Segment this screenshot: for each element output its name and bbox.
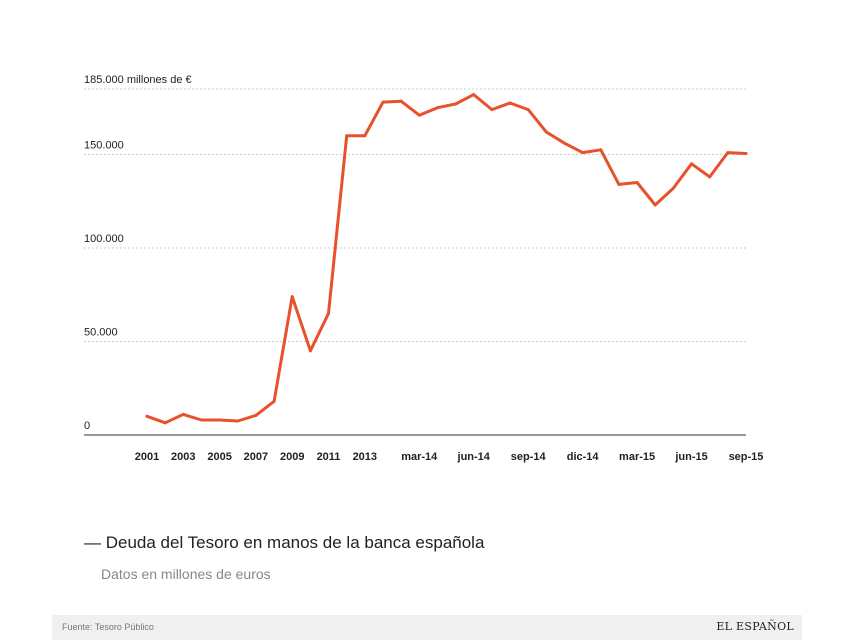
x-tick-label: 2003 — [171, 451, 195, 463]
data-point — [199, 418, 203, 422]
data-point — [345, 134, 349, 138]
data-point — [363, 134, 367, 138]
data-point — [472, 93, 476, 97]
legend-title: Deuda del Tesoro en manos de la banca es… — [105, 533, 485, 552]
legend-dash: — — [84, 533, 101, 552]
data-point — [163, 421, 167, 425]
y-tick-label: 185.000 millones de € — [84, 74, 192, 86]
data-point — [635, 181, 639, 185]
data-point — [490, 108, 494, 112]
brand-logo: EL ESPAÑOL — [716, 620, 794, 633]
x-tick-label: 2013 — [353, 451, 377, 463]
data-point — [726, 151, 730, 155]
data-point — [417, 113, 421, 117]
data-point — [145, 414, 149, 418]
data-point — [381, 100, 385, 104]
data-point — [290, 295, 294, 299]
x-tick-label: 2001 — [135, 451, 159, 463]
source-text: Fuente: Tesoro Público — [62, 622, 154, 632]
series-line — [145, 93, 748, 425]
data-point — [308, 349, 312, 353]
x-tick-label: dic-14 — [567, 451, 600, 463]
y-tick-label: 150.000 — [84, 139, 124, 151]
series-layer — [145, 93, 748, 425]
x-tick-label: jun-15 — [674, 451, 707, 463]
y-tick-label: 50.000 — [84, 326, 118, 338]
data-point — [218, 418, 222, 422]
data-point — [254, 413, 258, 417]
data-point — [617, 182, 621, 186]
data-point — [454, 102, 458, 106]
data-point — [599, 148, 603, 152]
chart-subtitle: Datos en millones de euros — [101, 566, 271, 582]
data-point — [690, 162, 694, 166]
data-point — [708, 175, 712, 179]
data-point — [435, 106, 439, 110]
x-tick-label: 2009 — [280, 451, 304, 463]
x-tick-label: jun-14 — [457, 451, 491, 463]
y-tick-label: 0 — [84, 420, 90, 432]
x-axis-labels: 2001 2003 2005 2007 2009 2011 2013 mar-14 jun-14… — [135, 451, 764, 463]
x-tick-label: sep-15 — [729, 451, 764, 463]
data-point — [399, 99, 403, 103]
x-tick-label: 2011 — [317, 451, 341, 463]
footer-bar: Fuente: Tesoro Público EL ESPAÑOL — [52, 615, 802, 640]
data-point — [744, 152, 748, 156]
y-tick-label: 100.000 — [84, 233, 124, 245]
data-point — [562, 141, 566, 145]
gridlines — [84, 88, 746, 342]
legend: — Deuda del Tesoro en manos de la banca … — [84, 533, 484, 553]
line-chart: 0 50.000 100.000 150.000 185.000 millones de… — [84, 74, 764, 463]
x-tick-label: mar-14 — [401, 451, 438, 463]
data-point — [653, 203, 657, 207]
data-point — [508, 101, 512, 105]
data-point — [526, 108, 530, 112]
data-point — [272, 399, 276, 403]
y-axis-labels: 0 50.000 100.000 150.000 185.000 millones de… — [84, 74, 192, 432]
x-tick-label: sep-14 — [511, 451, 547, 463]
x-tick-label: 2005 — [207, 451, 231, 463]
data-point — [327, 311, 331, 315]
x-tick-label: 2007 — [244, 451, 268, 463]
data-point — [181, 412, 185, 416]
data-point — [581, 151, 585, 155]
data-point — [671, 186, 675, 190]
data-point — [236, 419, 240, 423]
data-point — [544, 130, 548, 134]
x-tick-label: mar-15 — [619, 451, 655, 463]
